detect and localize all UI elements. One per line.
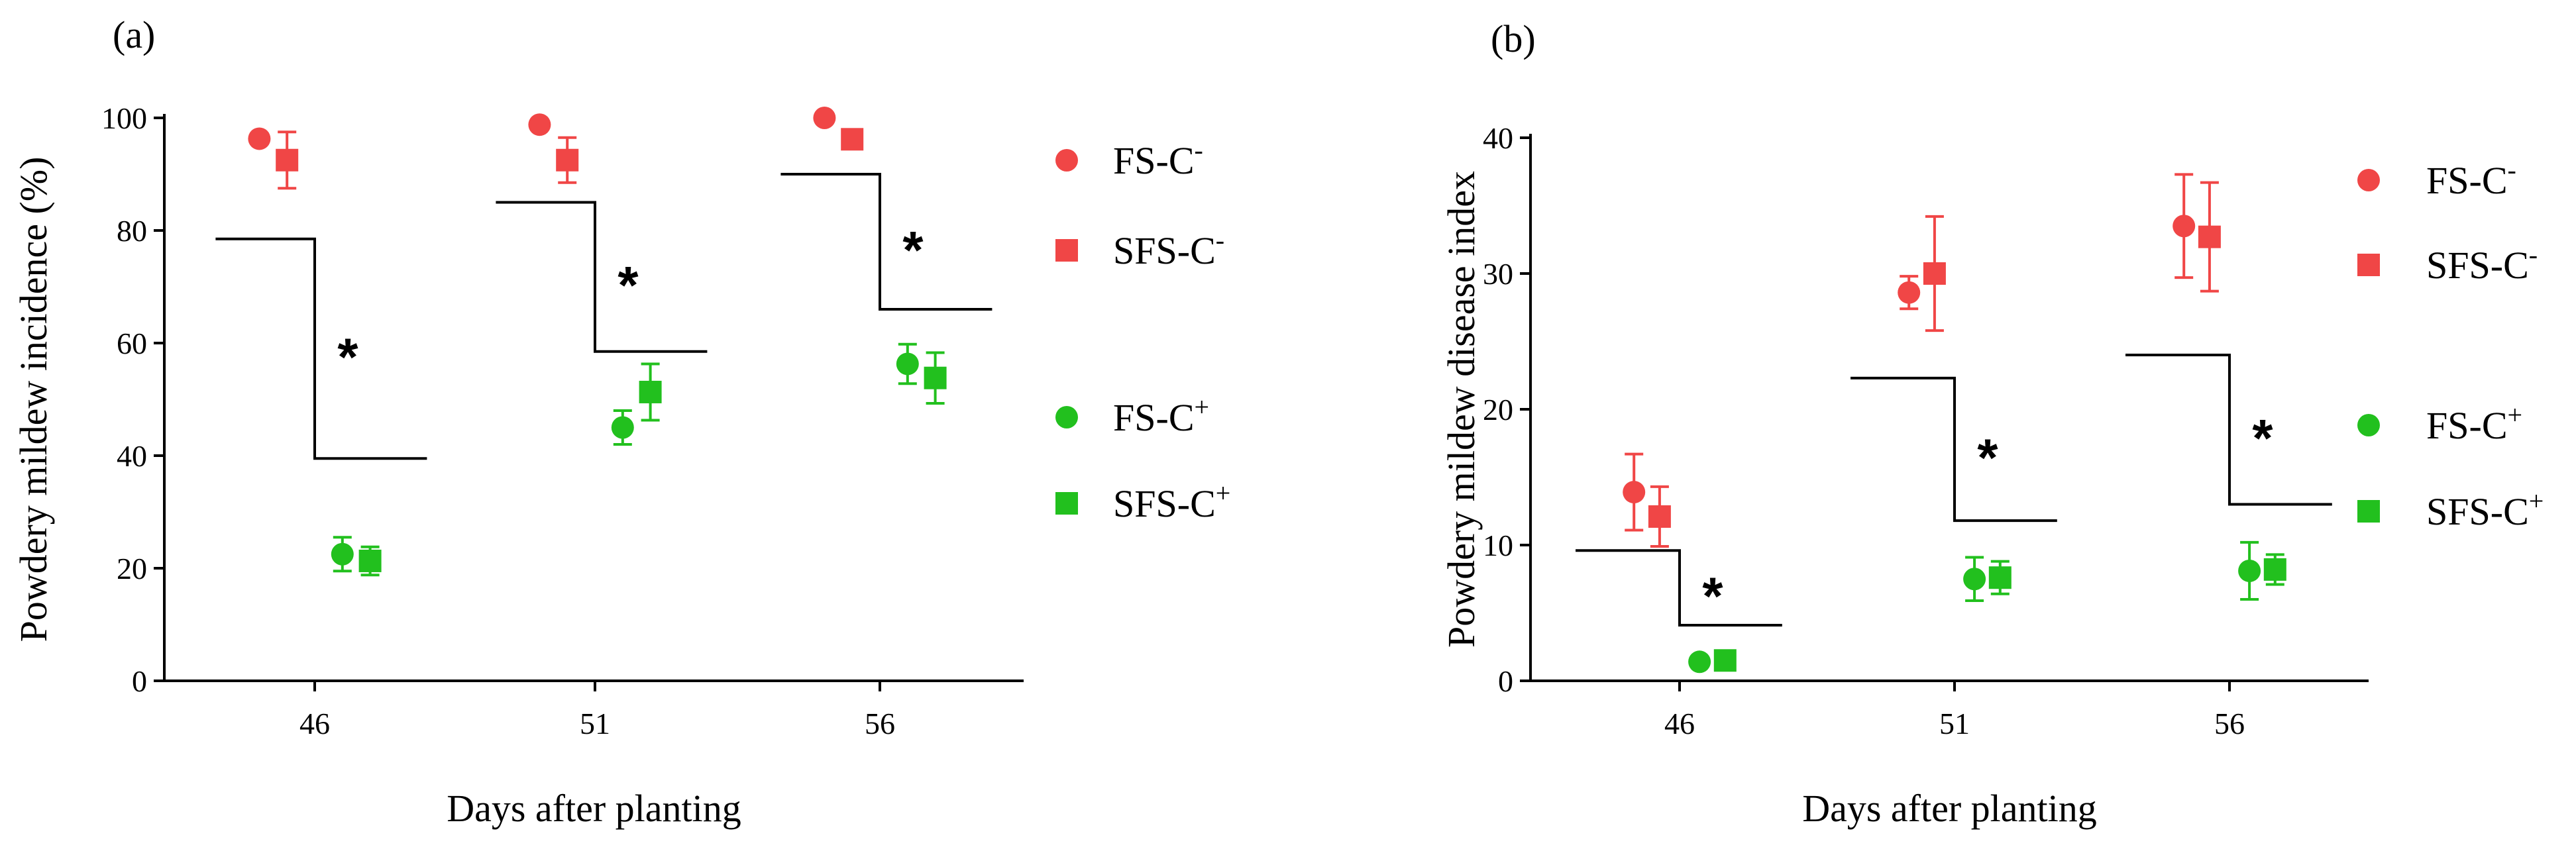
data-point-red-square <box>2198 225 2221 248</box>
x-tick-label: 56 <box>2214 707 2245 740</box>
data-point-green-square <box>1988 566 2012 589</box>
significance-star: * <box>1702 567 1723 626</box>
data-point-red-square <box>1923 262 1946 285</box>
legend-label-superscript: - <box>1195 135 1203 165</box>
x-tick-label: 51 <box>1939 707 1970 740</box>
significance-star: * <box>1977 428 1998 487</box>
data-point-green-square <box>639 380 662 403</box>
y-axis-title: Powdery mildew disease index <box>1440 171 1483 648</box>
legend-label-superscript: + <box>1195 392 1210 422</box>
legend-label-superscript: - <box>1216 225 1224 255</box>
legend-label: SFS-C+ <box>2426 486 2544 533</box>
legend-marker-square <box>1055 492 1078 515</box>
data-point-green-square <box>358 549 382 572</box>
data-point-green-square <box>924 366 947 389</box>
legend-marker-circle <box>1055 406 1078 428</box>
data-point-green-circle <box>331 542 354 566</box>
data-point-red-square <box>1648 505 1671 528</box>
data-point-red-square <box>556 148 579 172</box>
data-point-green-circle <box>896 352 919 376</box>
data-point-green-square <box>2263 558 2286 581</box>
significance-bracket <box>215 237 427 460</box>
legend-label-superscript: + <box>2508 400 2523 430</box>
significance-bracket <box>2125 354 2332 506</box>
legend-marker-circle <box>2357 414 2380 436</box>
y-tick-label: 10 <box>1483 528 1513 562</box>
x-tick-label: 46 <box>299 707 330 740</box>
data-point-green-circle <box>1688 650 1711 674</box>
legend-label-base: SFS-C <box>1113 229 1216 272</box>
legend-label-base: FS-C <box>2426 159 2508 202</box>
legend-label-superscript: + <box>2529 486 2544 516</box>
significance-bracket <box>496 201 708 353</box>
data-point-red-square <box>841 128 864 151</box>
data-point-red-circle <box>813 107 836 129</box>
y-tick-label: 100 <box>101 101 147 135</box>
legend-label-base: SFS-C <box>2426 244 2529 287</box>
legend-label: FS-C- <box>2426 155 2516 202</box>
y-tick-label: 0 <box>132 664 147 698</box>
legend-label-base: SFS-C <box>2426 490 2529 533</box>
legend-label-base: FS-C <box>1113 139 1195 182</box>
significance-star: * <box>902 221 924 279</box>
significance-star: * <box>2252 409 2273 468</box>
x-axis-title: Days after planting <box>447 787 741 830</box>
significance-bracket <box>780 173 993 311</box>
legend-marker-square <box>2357 500 2380 523</box>
significance-star: * <box>617 256 639 315</box>
legend-label-base: FS-C <box>2426 404 2508 447</box>
legend-label-base: FS-C <box>1113 396 1195 439</box>
y-tick-label: 80 <box>117 214 147 248</box>
y-tick-label: 60 <box>117 327 147 360</box>
legend-label-superscript: - <box>2508 155 2516 185</box>
panel-b-disease-index-chart: (b) 0 10 20 30 40 46 51 56 Days after planting Pow… <box>1440 17 2544 830</box>
data-point-red-circle <box>1898 281 1921 304</box>
data-point-green-circle <box>1963 568 1986 591</box>
y-tick-label: 20 <box>117 552 147 585</box>
data-point-red-square <box>276 148 299 172</box>
legend-label: FS-C+ <box>2426 400 2522 447</box>
legend-marker-square <box>2357 254 2380 276</box>
data-point-red-circle <box>528 113 551 136</box>
y-tick-label: 20 <box>1483 393 1513 427</box>
legend-label-base: SFS-C <box>1113 482 1216 525</box>
y-tick-label: 40 <box>1483 121 1513 155</box>
x-tick-label: 46 <box>1664 707 1695 740</box>
data-point-green-circle <box>611 416 634 439</box>
legend-label-superscript: - <box>2529 240 2538 270</box>
legend-marker-circle <box>2357 169 2380 191</box>
x-tick-label: 56 <box>865 707 895 740</box>
legend-marker-square <box>1055 239 1078 262</box>
data-point-red-circle <box>248 127 271 150</box>
x-axis-title: Days after planting <box>1802 787 2097 830</box>
legend-label: SFS-C- <box>2426 240 2538 287</box>
y-tick-label: 40 <box>117 439 147 473</box>
panel-label: (a) <box>113 13 155 56</box>
panel-a-incidence-chart: (a) 0 20 40 60 80 100 46 51 56 Days after planting… <box>12 13 1230 830</box>
legend-label: FS-C- <box>1113 135 1203 182</box>
data-point-green-circle <box>2238 559 2261 582</box>
legend-marker-circle <box>1055 149 1078 172</box>
data-point-red-circle <box>1623 481 1646 504</box>
significance-star: * <box>337 328 358 387</box>
legend-label: SFS-C+ <box>1113 478 1230 525</box>
significance-bracket <box>1576 549 1782 627</box>
y-axis-title: Powdery mildew incidence (%) <box>12 157 55 642</box>
panel-label: (b) <box>1491 17 1536 60</box>
x-tick-label: 51 <box>580 707 610 740</box>
y-tick-label: 0 <box>1498 664 1513 698</box>
y-tick-label: 30 <box>1483 257 1513 291</box>
data-point-red-circle <box>2173 215 2196 238</box>
legend-label: FS-C+ <box>1113 392 1209 439</box>
significance-bracket <box>1851 376 2057 523</box>
legend-label-superscript: + <box>1216 478 1231 508</box>
legend-label: SFS-C- <box>1113 225 1224 272</box>
data-point-green-square <box>1713 649 1737 672</box>
